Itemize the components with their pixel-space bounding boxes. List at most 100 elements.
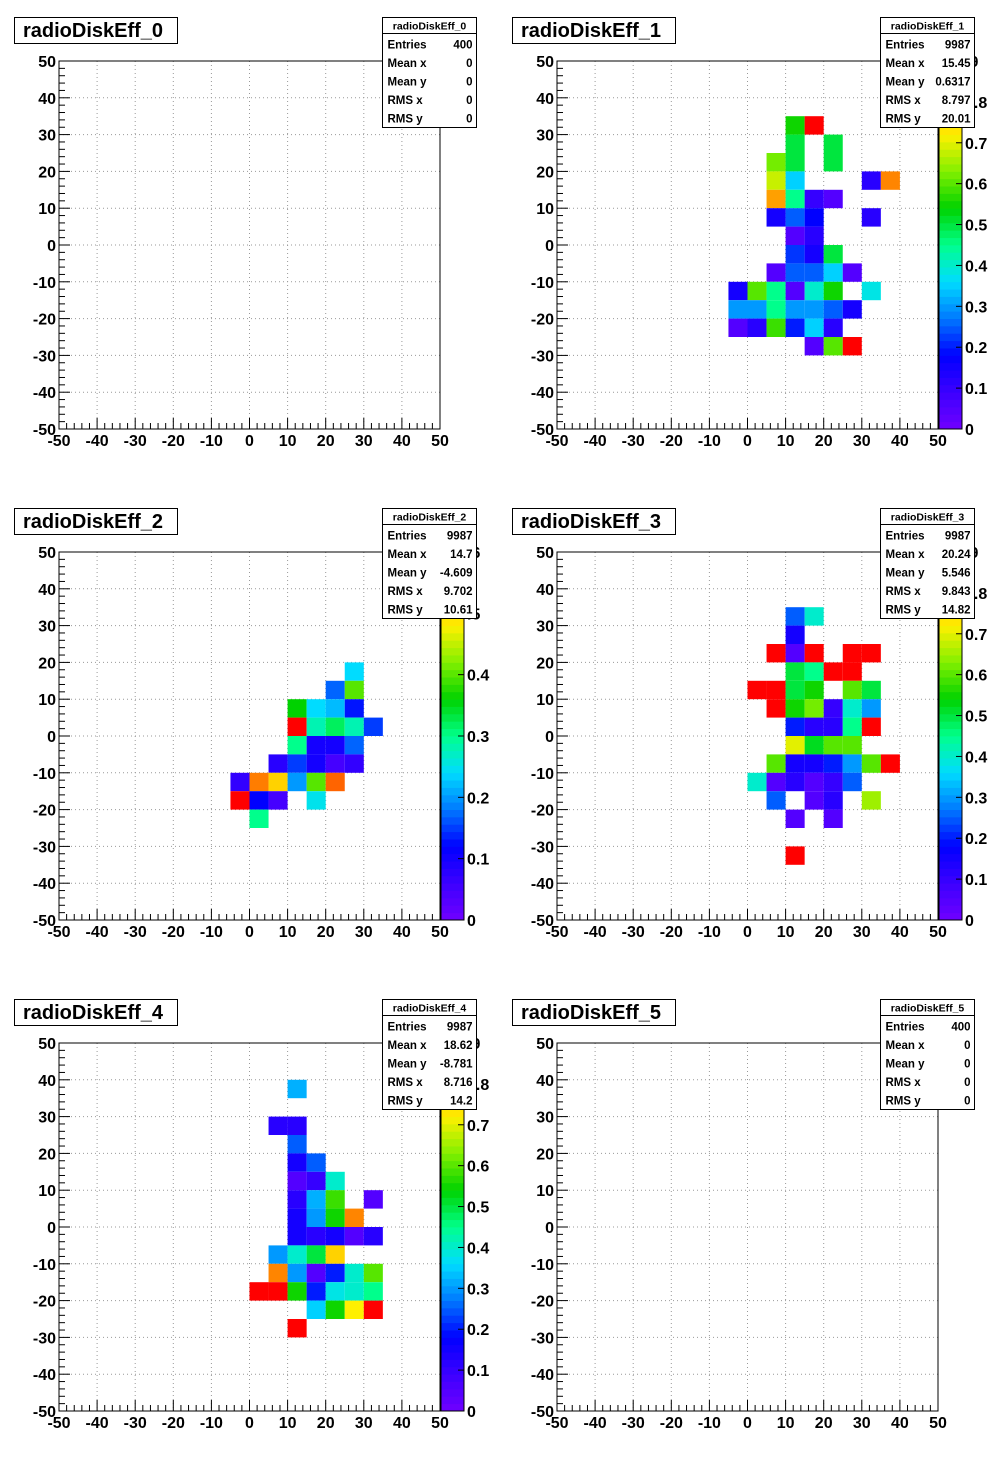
stats-box: radioDiskEff_4 Entries 9987 Mean x 18.62 Mean…: [382, 999, 477, 1110]
palette-band: [939, 362, 962, 371]
palette-band: [441, 831, 464, 840]
x-tick-label: 10: [279, 924, 297, 941]
x-tick-label: 20: [815, 433, 833, 450]
y-tick-label: -10: [531, 275, 554, 292]
stats-frame: [382, 508, 477, 619]
heatmap-cell: [268, 1263, 288, 1283]
chart-panel-5: -50 -40 -30 -20 -10 0 10 20 30 40 50 -50 -40 -30 -20 -1…: [512, 999, 975, 1432]
heatmap-cell: [325, 754, 345, 773]
heatmap-cell: [823, 754, 843, 773]
heatmap-cell: [325, 772, 345, 792]
heatmap-cell: [804, 754, 824, 773]
palette-band: [441, 1168, 464, 1176]
palette-band: [939, 809, 962, 818]
heatmap-cell: [861, 171, 881, 190]
heatmap-cell: [804, 772, 824, 792]
heatmap-cell: [804, 680, 824, 700]
heatmap-cell: [861, 644, 881, 663]
y-tick-label: 40: [536, 1073, 554, 1090]
stats-value: -8.781: [440, 1059, 473, 1071]
x-tick-label: 30: [853, 924, 871, 941]
x-tick-label: -20: [162, 924, 185, 941]
y-tick-label: 50: [536, 545, 554, 562]
palette-band: [939, 193, 962, 202]
heatmap-cell: [766, 791, 786, 810]
stats-label: Mean y: [388, 77, 428, 89]
x-tick-label: -40: [86, 1415, 109, 1432]
stats-label: Entries: [886, 531, 925, 543]
palette-band: [939, 780, 962, 788]
x-tick-label: 40: [393, 1415, 411, 1432]
stats-box: radioDiskEff_3 Entries 9987 Mean x 20.24 Mean…: [880, 508, 975, 619]
stats-value: 8.797: [942, 95, 971, 107]
heatmap-cell: [249, 1282, 269, 1301]
palette-band: [939, 912, 962, 921]
y-tick-label: -20: [33, 312, 56, 329]
x-tick-label: 40: [891, 924, 909, 941]
heatmap-cell: [287, 1116, 307, 1135]
palette-band: [939, 252, 962, 261]
heatmap-cell: [344, 717, 364, 736]
heatmap-cell: [804, 300, 824, 319]
stats-label: Entries: [388, 1022, 427, 1034]
heatmap-cell: [804, 717, 824, 736]
palette-band: [441, 1256, 464, 1265]
x-tick-label: 20: [317, 924, 335, 941]
y-tick-label: -30: [531, 839, 554, 856]
heatmap-cell: [785, 171, 805, 190]
palette-band: [441, 1131, 464, 1140]
palette-band: [441, 787, 464, 796]
heatmap-cell: [306, 1208, 326, 1227]
x-tick-label: -50: [47, 433, 70, 450]
palette-band: [441, 1271, 464, 1279]
palette-band: [441, 669, 464, 678]
stats-value: 0: [964, 1077, 970, 1089]
x-tick-label: 50: [431, 433, 449, 450]
palette-band: [441, 861, 464, 869]
heatmap-cell: [766, 300, 786, 319]
palette-band: [441, 912, 464, 921]
palette-band: [441, 809, 464, 818]
y-tick-label: -10: [33, 766, 56, 783]
heatmap-cell: [325, 1245, 345, 1264]
heatmap-cell: [823, 772, 843, 792]
stats-value: 14.82: [942, 605, 971, 617]
heatmap-cell: [823, 318, 843, 337]
heatmap-cell: [861, 281, 881, 301]
palette-band: [939, 406, 962, 415]
heatmap-cell: [823, 809, 843, 828]
y-tick-label: -30: [33, 1330, 56, 1347]
palette-band: [441, 1285, 464, 1294]
y-tick-label: -40: [33, 1367, 56, 1384]
stats-label: RMS x: [886, 586, 922, 598]
y-tick-label: 0: [47, 1220, 56, 1237]
heatmap-cell: [344, 1263, 364, 1283]
palette-band: [441, 1153, 464, 1162]
palette-band: [441, 1249, 464, 1257]
palette-band: [441, 853, 464, 862]
chart-panel-1: -50 -40 -30 -20 -10 0 10 20 30 40 50 -50 -40 -30 -20 -1…: [512, 17, 987, 450]
palette-band: [441, 677, 464, 685]
heatmap-cell: [747, 680, 767, 700]
stats-label: RMS y: [388, 1096, 424, 1108]
y-tick-label: -40: [33, 385, 56, 402]
heatmap-cell: [766, 644, 786, 663]
x-tick-label: 10: [279, 1415, 297, 1432]
stats-title: radioDiskEff_4: [393, 1003, 467, 1015]
x-tick-label: -10: [200, 433, 223, 450]
y-tick-label: 30: [38, 1110, 56, 1127]
palette-label: 0.2: [965, 831, 987, 848]
y-tick-label: 0: [47, 238, 56, 255]
y-tick-label: 30: [536, 1110, 554, 1127]
palette-band: [939, 647, 962, 656]
palette-band: [939, 171, 962, 180]
heatmap-cell: [823, 134, 843, 153]
palette-band: [441, 1109, 464, 1117]
chart-panel-3: -50 -40 -30 -20 -10 0 10 20 30 40 50 -50 -40 -30 -20 -1…: [512, 508, 987, 941]
y-tick-label: 10: [536, 201, 554, 218]
heatmap-cell: [306, 1300, 326, 1319]
x-tick-label: 30: [355, 924, 373, 941]
x-tick-label: -30: [622, 924, 645, 941]
y-tick-label: 30: [536, 619, 554, 636]
stats-value: 9.843: [942, 586, 971, 598]
